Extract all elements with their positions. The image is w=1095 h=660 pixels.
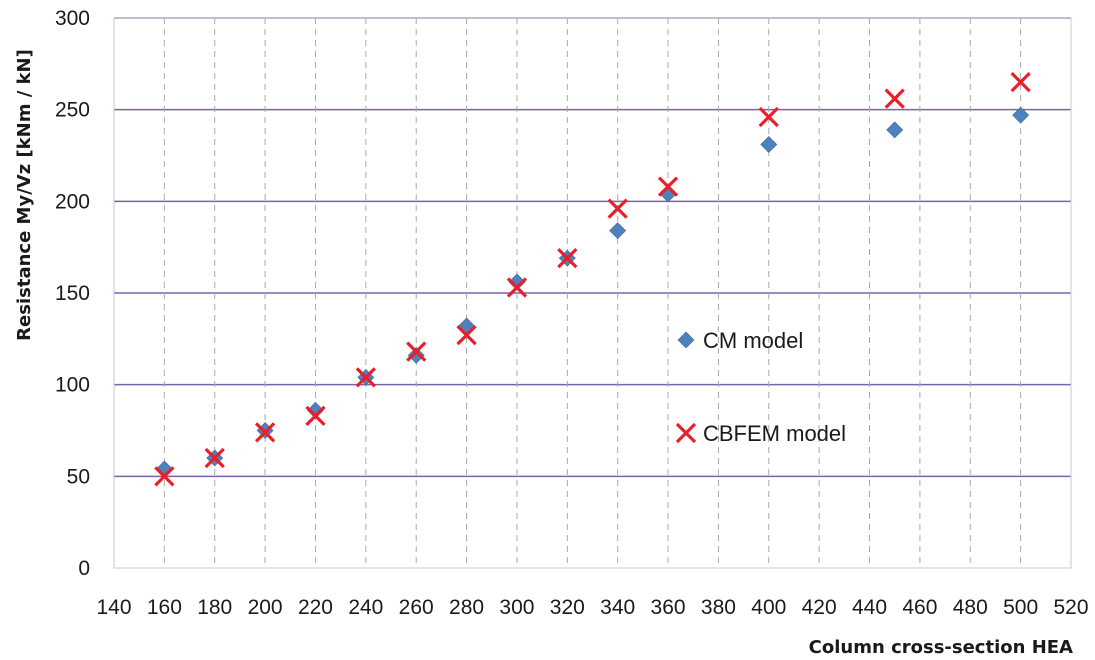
cbfem-model-point (406, 341, 427, 362)
x-tick-label: 260 (399, 596, 434, 619)
x-tick-label: 220 (298, 596, 333, 619)
cm-model-point (508, 273, 526, 291)
x-tick-label: 480 (953, 596, 988, 619)
legend-label: CM model (703, 328, 803, 353)
cbfem-model-point (1010, 72, 1031, 93)
cm-model-point (1012, 106, 1030, 124)
x-tick-label: 360 (651, 596, 686, 619)
cbfem-model-point (355, 367, 376, 388)
cbfem-model-point (154, 466, 175, 487)
plot-area-frame (113, 17, 1072, 569)
y-tick-label: 0 (78, 557, 90, 580)
x-tick-label: 180 (197, 596, 232, 619)
x-tick-label: 340 (600, 596, 635, 619)
legend: CM model CBFEM model (675, 328, 846, 446)
x-tick-label: 500 (1003, 596, 1038, 619)
x-tick-label: 440 (852, 596, 887, 619)
cm-model-point (886, 121, 904, 139)
cbfem-model-point (884, 88, 905, 109)
series-cm-model (155, 106, 1030, 478)
series-cbfem-model (154, 72, 1031, 487)
x-axis-tick-labels: 140 160 180 200 220 240 260 280 300 320 340 360 380 4… (96, 596, 1088, 619)
cbfem-model-point (557, 248, 578, 269)
y-tick-label: 300 (55, 7, 90, 30)
x-axis-title: Column cross-section HEA (809, 637, 1073, 658)
y-axis-title: Resistance My/Vz [kNm / kN] (14, 49, 35, 341)
x-tick-label: 320 (550, 596, 585, 619)
cm-model-point (760, 136, 778, 153)
x-tick-label: 420 (802, 596, 837, 619)
y-tick-label: 200 (55, 190, 90, 213)
x-tick-label: 520 (1053, 596, 1088, 619)
x-tick-label: 160 (147, 596, 182, 619)
cm-model-point (609, 222, 627, 240)
cbfem-model-point (305, 405, 326, 426)
cbfem-model-point (204, 447, 225, 469)
y-tick-label: 100 (55, 374, 90, 397)
cbfem-model-point (607, 198, 628, 219)
x-tick-label: 280 (449, 596, 484, 619)
cbfem-model-point (657, 176, 679, 197)
cbfem-model-point (506, 277, 528, 298)
x-tick-label: 400 (751, 596, 786, 619)
cm-model-point (407, 346, 425, 364)
cbfem-model-point (758, 106, 779, 128)
y-tick-label: 50 (67, 465, 90, 488)
cm-model-point (307, 401, 324, 419)
x-tick-label: 300 (499, 596, 534, 619)
legend-diamond-icon (677, 331, 695, 349)
horizontal-gridlines (114, 17, 1071, 478)
x-tick-label: 380 (701, 596, 736, 619)
x-tick-label: 140 (96, 596, 131, 619)
x-tick-label: 240 (348, 596, 383, 619)
y-tick-label: 250 (55, 99, 90, 122)
y-axis-tick-labels: 0 50 100 150 200 250 300 (55, 7, 90, 580)
data-series (154, 72, 1031, 487)
x-tick-label: 200 (248, 596, 283, 619)
x-tick-label: 460 (902, 596, 937, 619)
legend-cross-icon (675, 422, 697, 444)
legend-label: CBFEM model (703, 421, 846, 446)
cbfem-model-point (456, 325, 477, 346)
y-tick-label: 150 (55, 282, 90, 305)
cbfem-model-point (254, 422, 276, 443)
